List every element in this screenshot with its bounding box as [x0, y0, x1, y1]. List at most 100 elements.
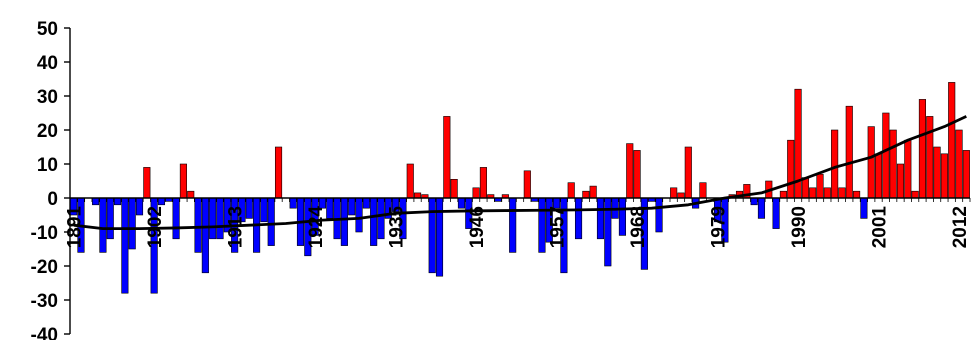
x-tick-label: 1979 [709, 206, 730, 248]
bar-2009 [933, 146, 941, 199]
bar-1953 [523, 170, 531, 199]
x-axis: 1891 1902 1913 1924 1935 1946 1957 1968 1979 1990… [65, 206, 971, 249]
bar-1937 [406, 163, 414, 199]
bar-1915 [245, 197, 253, 219]
bar-1997 [845, 105, 853, 199]
bar-2005 [904, 139, 912, 199]
bar-2004 [896, 163, 905, 199]
bar-2013 [962, 150, 970, 199]
x-tick-label: 1990 [789, 206, 810, 248]
bar-1977 [699, 182, 707, 199]
bar-1971 [655, 197, 663, 233]
y-tick-label: -10 [31, 223, 58, 244]
bars-group [70, 82, 970, 294]
bar-2001 [874, 153, 883, 199]
bar-1942 [443, 116, 451, 199]
bar-1928 [340, 197, 348, 246]
bar-1974 [677, 192, 685, 199]
bar-1933 [377, 197, 385, 240]
bar-1951 [509, 197, 517, 253]
bar-1967 [626, 143, 634, 199]
bar-1897 [114, 197, 122, 206]
bar-1960 [574, 197, 583, 240]
bar-1961 [582, 190, 590, 199]
bar-2002 [882, 112, 890, 199]
bar-1907 [187, 190, 195, 199]
bar-1998 [853, 190, 861, 199]
bar-1895 [99, 197, 107, 253]
x-tick-label: 1935 [387, 206, 408, 249]
y-tick-label: 10 [37, 155, 58, 176]
bar-1992 [809, 187, 817, 199]
bar-2008 [926, 116, 934, 199]
trend-line-group [73, 115, 967, 231]
bar-1973 [670, 187, 678, 199]
bar-1993 [816, 173, 824, 199]
bar-1987 [772, 197, 780, 229]
y-tick-label: 30 [37, 87, 58, 108]
bar-1984 [750, 197, 758, 206]
bar-1947 [479, 167, 487, 199]
bar-1903 [157, 197, 166, 206]
bar-1991 [801, 177, 809, 199]
bar-1901 [143, 167, 151, 199]
bar-1955 [538, 197, 546, 253]
y-tick-label: 20 [37, 121, 58, 142]
bar-1962 [589, 185, 597, 199]
bar-1898 [121, 197, 129, 294]
bar-2011 [948, 82, 956, 199]
x-tick-label: 2001 [870, 206, 891, 249]
bar-1926 [326, 197, 334, 219]
bar-1941 [435, 197, 444, 277]
x-tick-label: 2012 [950, 206, 971, 248]
bar-1944 [457, 197, 466, 209]
y-tick-label: -30 [31, 291, 58, 312]
bar-1930 [355, 197, 363, 233]
y-tick-label: -20 [31, 257, 58, 278]
x-tick-label: 1902 [145, 206, 166, 248]
bar-1910 [209, 197, 217, 240]
bar-2012 [955, 129, 963, 199]
x-tick-label: 1924 [306, 206, 327, 249]
bar-2003 [889, 129, 897, 199]
x-tick-label: 1968 [628, 206, 649, 248]
bar-1940 [428, 197, 436, 274]
bar-1911 [216, 197, 224, 240]
bar-1896 [106, 197, 114, 240]
x-tick-label: 1946 [467, 206, 488, 248]
bar-2007 [918, 99, 926, 199]
bar-1905 [172, 197, 180, 240]
bar-1988 [779, 190, 787, 199]
bar-1985 [757, 197, 766, 219]
bar-1946 [472, 187, 480, 199]
bar-1996 [838, 187, 846, 199]
bar-1909 [201, 197, 209, 274]
bar-2010 [940, 153, 948, 199]
bar-1968 [633, 150, 641, 199]
bar-1908 [194, 197, 202, 253]
bar-1999 [860, 197, 868, 219]
bar-1894 [92, 197, 100, 206]
bar-1906 [179, 163, 187, 199]
bar-1959 [567, 182, 575, 199]
y-tick-label: 0 [47, 189, 58, 210]
bar-2006 [911, 190, 919, 199]
trend-line [73, 115, 967, 231]
bar-2000 [867, 126, 875, 199]
bar-1989 [787, 139, 795, 199]
bar-1938 [413, 192, 422, 199]
bar-1917 [260, 197, 268, 223]
bar-1919 [274, 146, 283, 199]
x-tick-label: 1957 [548, 206, 569, 248]
bar-1963 [596, 197, 605, 240]
zero-line [69, 197, 971, 202]
bar-1899 [128, 197, 136, 250]
x-tick-label: 1891 [65, 206, 86, 249]
bar-1921 [289, 197, 297, 209]
bar-1994 [823, 187, 831, 199]
bar-1966 [618, 197, 626, 236]
bar-1975 [684, 146, 692, 199]
bar-1995 [831, 129, 839, 199]
